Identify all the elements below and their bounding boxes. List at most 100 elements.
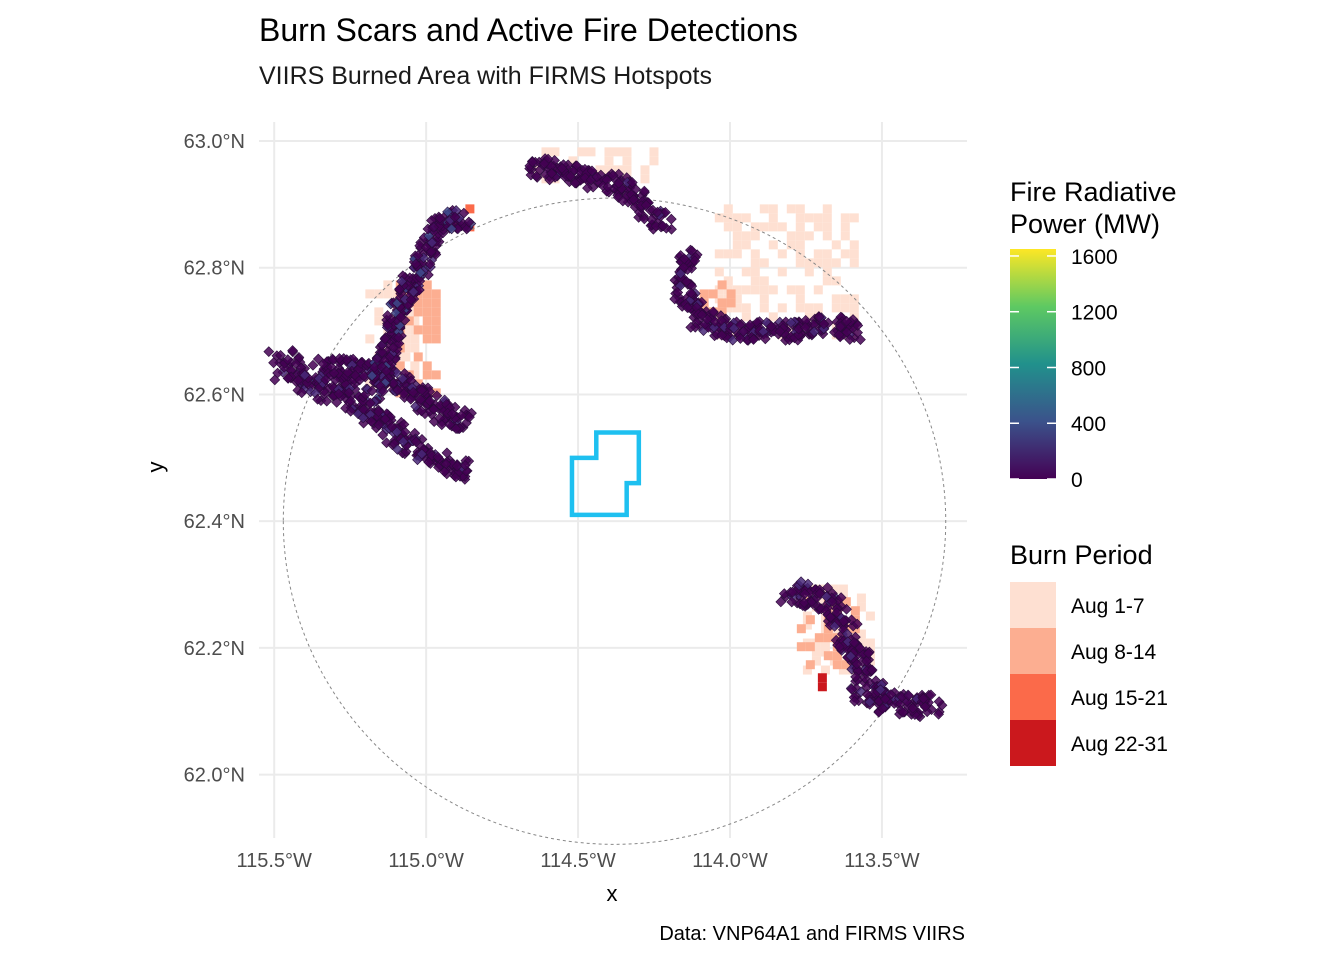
burn-pixel: [422, 361, 432, 371]
hotspot: [412, 250, 424, 261]
burn-pixel: [786, 240, 796, 250]
hotspot: [861, 655, 872, 667]
burn-pixel: [622, 156, 632, 166]
hotspot: [343, 387, 355, 398]
burn-pixel: [856, 638, 866, 648]
hotspot: [328, 367, 340, 379]
burn-pixel: [732, 249, 742, 259]
hotspot: [685, 287, 697, 299]
burn-pixel: [811, 647, 821, 657]
burn-pixel: [750, 258, 760, 268]
chart-title: Burn Scars and Active Fire Detections: [259, 12, 798, 48]
burn-pixel: [831, 303, 841, 313]
burn-pixel: [804, 303, 814, 313]
hotspot: [833, 329, 845, 341]
burn-pixel: [604, 156, 614, 166]
burn-pixel: [741, 312, 751, 322]
burn-pixel: [832, 651, 842, 661]
y-tick-label: 62.6°N: [184, 384, 245, 406]
burn-pixel: [741, 231, 751, 241]
hotspot: [373, 406, 384, 418]
hotspot: [640, 199, 652, 211]
hotspot: [442, 206, 453, 218]
burn-pixel: [811, 656, 821, 666]
burn-pixel: [723, 303, 733, 313]
hotspot: [686, 245, 698, 257]
hotspot: [380, 365, 392, 377]
hotspot: [919, 701, 931, 713]
burn-pixel: [840, 222, 850, 232]
burn-pixel: [604, 165, 614, 175]
frp-legend-title-line-1: Fire Radiative: [1010, 177, 1177, 207]
burn-pixel: [732, 303, 742, 313]
hotspot: [787, 586, 798, 598]
x-tick-label: 114.0°W: [692, 850, 768, 872]
hotspot: [864, 696, 876, 708]
y-tick-label: 63.0°N: [184, 131, 245, 153]
burn-pixel: [822, 267, 832, 277]
burn-pixel: [814, 633, 824, 643]
burn-pixel: [786, 231, 796, 241]
frp-colorbar: [1010, 249, 1056, 479]
burn-pixel: [832, 660, 842, 670]
hotspot: [357, 412, 369, 424]
burn-pixel: [811, 638, 821, 648]
burn-pixel: [365, 334, 375, 344]
hotspot: [835, 592, 847, 603]
study-area-outline: [569, 430, 642, 518]
burn-pixel: [422, 280, 432, 290]
hotspot: [391, 367, 403, 379]
hotspot: [696, 309, 708, 321]
burn-pixel: [795, 303, 805, 313]
burn-pixel: [805, 660, 815, 670]
burn-pixel: [374, 316, 384, 326]
burn-pixel: [708, 289, 718, 299]
gridlines: [259, 122, 967, 838]
hotspot: [397, 436, 409, 447]
burn-pixel: [813, 285, 823, 295]
burn-pixel: [395, 361, 405, 371]
burn-pixel: [796, 642, 806, 652]
hotspot: [398, 419, 410, 430]
hotspot: [897, 706, 909, 718]
hotspot: [850, 671, 862, 683]
hotspot: [388, 377, 399, 389]
hotspot: [875, 684, 886, 696]
hotspot: [925, 689, 937, 701]
hotspot: [450, 205, 462, 216]
burn-pixel: [410, 370, 420, 380]
burn-pixel: [786, 285, 796, 295]
burn-pixel: [840, 231, 850, 241]
hotspot: [321, 395, 333, 407]
hotspot: [907, 702, 919, 714]
hotspot: [855, 334, 866, 345]
y-axis-ticks: 62.0°N 62.2°N 62.4°N 62.6°N 62.8°N 63.0°N: [184, 131, 245, 787]
burn-pixel: [849, 303, 859, 313]
burn-legend-keys: Aug 1-7 Aug 8-14 Aug 15-21 Aug 22-31: [1010, 582, 1168, 766]
burn-pixel: [831, 240, 841, 250]
frp-tick-label: 800: [1071, 357, 1106, 380]
hotspot: [449, 211, 461, 223]
burn-pixel: [541, 147, 551, 157]
burn-pixel: [568, 156, 578, 166]
burn-pixel: [431, 289, 441, 299]
hotspot: [657, 220, 669, 232]
hotspot: [391, 426, 403, 438]
hotspot: [440, 458, 452, 470]
burn-pixel: [822, 276, 832, 286]
hotspot: [602, 181, 614, 193]
hotspot: [394, 283, 405, 295]
hotspot-layer: [263, 153, 948, 723]
burn-pixel: [768, 213, 778, 223]
burn-pixel: [465, 204, 475, 214]
burn-pixel: [604, 147, 614, 157]
hotspot: [822, 582, 833, 593]
burn-pixel: [795, 222, 805, 232]
burn-pixel: [831, 276, 841, 286]
burn-pixel: [413, 298, 423, 308]
hotspot: [382, 310, 393, 321]
hotspot: [628, 194, 640, 205]
hotspot: [665, 213, 677, 225]
hotspot: [727, 334, 739, 346]
